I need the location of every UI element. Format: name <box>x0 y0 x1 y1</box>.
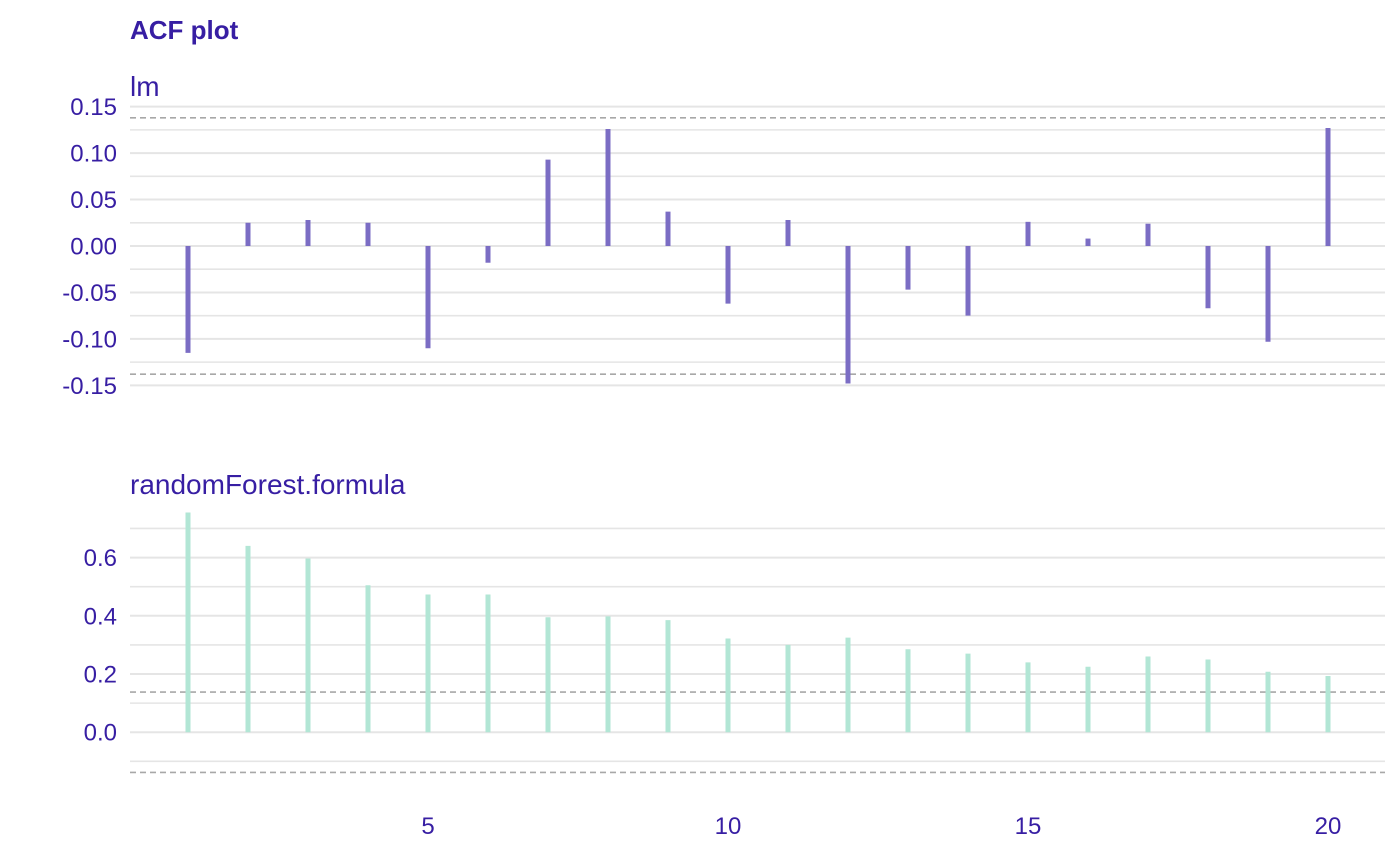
panel-0: lm -0.15 -0.10 -0.05 0.00 0.05 0.10 0.15 <box>62 71 1385 400</box>
y-tick-label: 0.15 <box>70 94 117 121</box>
panel-title: lm <box>130 71 160 102</box>
x-tick-label: 10 <box>715 813 742 840</box>
chart-panels: lm -0.15 -0.10 -0.05 0.00 0.05 0.10 0.15 randomF… <box>62 71 1385 774</box>
chart-title: ACF plot <box>130 15 239 45</box>
y-tick-label: -0.05 <box>62 280 117 307</box>
x-tick-label: 5 <box>421 813 434 840</box>
x-axis: 5 10 15 20 <box>421 813 1341 840</box>
y-tick-label: 0.6 <box>84 545 117 572</box>
y-tick-label: 0.0 <box>84 720 117 747</box>
y-tick-label: 0.2 <box>84 662 117 689</box>
y-tick-label: 0.05 <box>70 187 117 214</box>
y-tick-label: 0.00 <box>70 234 117 261</box>
panel-1: randomForest.formula 0.0 0.2 0.4 0.6 <box>84 469 1385 774</box>
y-tick-label: 0.10 <box>70 141 117 168</box>
panel-title: randomForest.formula <box>130 469 406 500</box>
y-tick-label: -0.10 <box>62 326 117 353</box>
x-tick-label: 20 <box>1315 813 1342 840</box>
y-tick-label: -0.15 <box>62 373 117 400</box>
x-tick-label: 15 <box>1015 813 1042 840</box>
y-tick-label: 0.4 <box>84 603 117 630</box>
